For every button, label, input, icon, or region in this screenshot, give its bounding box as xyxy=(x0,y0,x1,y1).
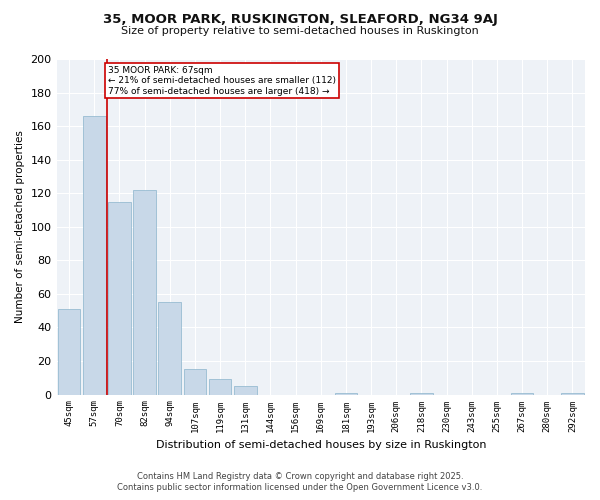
Bar xyxy=(108,202,131,394)
Bar xyxy=(234,386,257,394)
Text: 35, MOOR PARK, RUSKINGTON, SLEAFORD, NG34 9AJ: 35, MOOR PARK, RUSKINGTON, SLEAFORD, NG3… xyxy=(103,12,497,26)
Bar xyxy=(410,393,433,394)
Bar xyxy=(335,393,357,394)
Bar xyxy=(158,302,181,394)
Bar xyxy=(209,380,232,394)
Text: 35 MOOR PARK: 67sqm
← 21% of semi-detached houses are smaller (112)
77% of semi-: 35 MOOR PARK: 67sqm ← 21% of semi-detach… xyxy=(108,66,336,96)
Y-axis label: Number of semi-detached properties: Number of semi-detached properties xyxy=(15,130,25,323)
Bar xyxy=(511,393,533,394)
Bar xyxy=(133,190,156,394)
Bar xyxy=(561,393,584,394)
X-axis label: Distribution of semi-detached houses by size in Ruskington: Distribution of semi-detached houses by … xyxy=(155,440,486,450)
Text: Contains HM Land Registry data © Crown copyright and database right 2025.
Contai: Contains HM Land Registry data © Crown c… xyxy=(118,472,482,492)
Bar xyxy=(83,116,106,394)
Bar xyxy=(58,309,80,394)
Text: Size of property relative to semi-detached houses in Ruskington: Size of property relative to semi-detach… xyxy=(121,26,479,36)
Bar xyxy=(184,370,206,394)
